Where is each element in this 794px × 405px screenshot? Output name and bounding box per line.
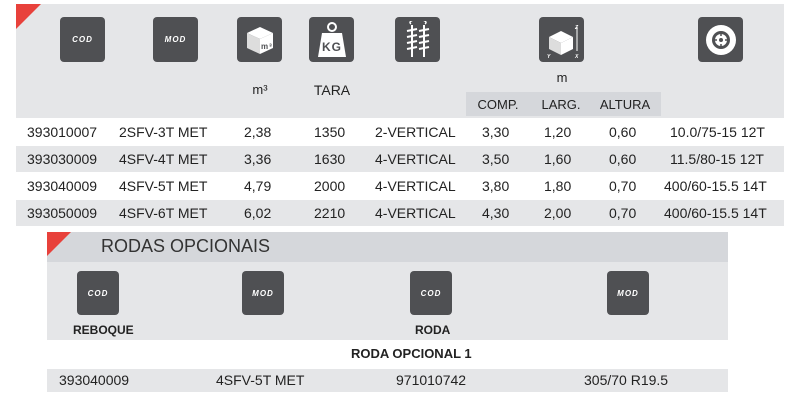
code-cell: 393040009: [27, 178, 98, 194]
cod-icon: COD: [410, 271, 452, 315]
volume-cell: 3,36: [244, 151, 272, 167]
volume-cube-icon: m³: [237, 17, 282, 62]
volume-cell: 4,79: [244, 178, 272, 194]
vertical-auger-icon: [395, 17, 440, 62]
part-number-cell: 971010742: [396, 372, 467, 388]
auger-cell: 4-VERTICAL: [375, 205, 456, 221]
section-title: RODAS OPCIONAIS: [101, 236, 271, 256]
code-cell: 393030009: [27, 151, 98, 167]
width-header: LARG.: [541, 97, 581, 112]
table-row: 393050009 4SFV-6T MET 6,02 2210 4-VERTIC…: [16, 200, 784, 226]
table-row: 393040009 4SFV-5T MET 971010742 305/70 R…: [47, 369, 728, 392]
section-header: [47, 232, 728, 262]
wheel-label: RODA: [415, 323, 451, 337]
width-cell: 1,60: [544, 151, 572, 167]
tare-cell: 2000: [314, 178, 346, 194]
tire-cell: 10.0/75-15 12T: [670, 124, 765, 140]
length-cell: 3,50: [482, 151, 510, 167]
length-cell: 4,30: [482, 205, 510, 221]
height-header: ALTURA: [599, 97, 651, 112]
mod-icon: MOD: [153, 17, 198, 62]
table-row: 393040009 4SFV-5T MET 4,79 2000 4-VERTIC…: [16, 173, 784, 199]
height-cell: 0,60: [609, 151, 637, 167]
dimensions-box-icon: Z Y X: [539, 17, 584, 62]
table-row: 393010007 2SFV-3T MET 2,38 1350 2-VERTIC…: [16, 119, 784, 145]
model-cell: 4SFV-5T MET: [119, 178, 208, 194]
model-cell: 4SFV-5T MET: [216, 372, 305, 388]
tare-cell: 2210: [314, 205, 346, 221]
volume-cell: 6,02: [244, 205, 272, 221]
svg-text:X: X: [574, 54, 579, 59]
tire-cell: 11.5/80-15 12T: [670, 151, 764, 167]
optional-wheel-subtitle: RODA OPCIONAL 1: [351, 346, 472, 361]
tire-cell: 305/70 R19.5: [584, 372, 669, 388]
mod-icon: MOD: [242, 271, 284, 315]
wheel-icon: [698, 17, 743, 62]
cod-icon: COD: [77, 271, 119, 315]
width-cell: 1,80: [544, 178, 572, 194]
tire-cell: 400/60-15.5 14T: [664, 205, 767, 221]
length-cell: 3,80: [482, 178, 510, 194]
volume-unit-label: m³: [252, 82, 268, 97]
table-row: 393030009 4SFV-4T MET 3,36 1630 4-VERTIC…: [16, 146, 784, 172]
dimension-unit-label: m: [556, 70, 568, 85]
svg-text:Z: Z: [574, 25, 579, 31]
svg-text:KG: KG: [322, 40, 342, 54]
code-cell: 393010007: [27, 124, 98, 140]
auger-cell: 4-VERTICAL: [375, 151, 456, 167]
tare-cell: 1630: [314, 151, 346, 167]
height-cell: 0,70: [609, 178, 637, 194]
weight-kg-icon: KG: [309, 17, 354, 62]
auger-cell: 4-VERTICAL: [375, 178, 456, 194]
model-cell: 4SFV-4T MET: [119, 151, 208, 167]
auger-cell: 2-VERTICAL: [375, 124, 456, 140]
volume-cell: 2,38: [244, 124, 272, 140]
height-cell: 0,70: [609, 205, 637, 221]
dimension-subheader: [466, 92, 661, 116]
tare-label: TARA: [313, 82, 351, 98]
model-cell: 4SFV-6T MET: [119, 205, 208, 221]
mod-icon: MOD: [607, 271, 649, 315]
tare-cell: 1350: [314, 124, 346, 140]
corner-accent: [47, 232, 71, 256]
corner-accent: [16, 4, 41, 29]
width-cell: 2,00: [544, 205, 572, 221]
cod-icon: COD: [60, 17, 105, 62]
height-cell: 0,60: [609, 124, 637, 140]
length-cell: 3,30: [482, 124, 510, 140]
trailer-label: REBOQUE: [73, 323, 134, 337]
svg-text:m³: m³: [261, 42, 273, 51]
tire-cell: 400/60-15.5 14T: [664, 178, 767, 194]
width-cell: 1,20: [544, 124, 572, 140]
length-header: COMP.: [477, 97, 519, 112]
svg-text:Y: Y: [547, 54, 551, 59]
code-cell: 393040009: [59, 372, 130, 388]
model-cell: 2SFV-3T MET: [119, 124, 208, 140]
code-cell: 393050009: [27, 205, 98, 221]
